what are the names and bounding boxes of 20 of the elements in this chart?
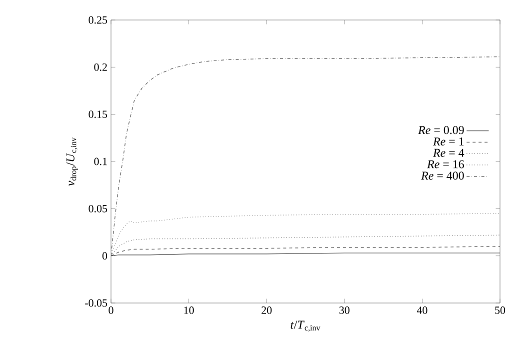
y-tick-label: 0.15 [88,110,108,118]
x-tick-label: 40 [416,306,428,314]
y-tick-label: 0.2 [94,63,107,71]
legend-label: Re = 0.09 [418,126,464,134]
legend-label: Re = 1 [432,138,464,146]
legend-label: Re = 16 [426,160,464,168]
x-axis-title: t/T$_{c,inv}$ [290,320,320,332]
y-tick-label: 0.05 [88,204,108,212]
y-tick-label: -0.05 [85,299,108,307]
x-tick-label: 10 [184,306,194,314]
y-axis-title: v$_{drop}$/U$_{c,inv}$ [66,137,78,186]
y-tick-label: 0.25 [88,16,108,24]
y-tick-label: 0 [102,252,108,260]
y-tick-label: 0.1 [94,158,107,166]
legend-label: Re = 4 [432,148,464,157]
x-tick-label: 20 [262,306,272,314]
x-tick-label: 0 [108,306,114,314]
legend-label: Re = 400 [421,172,464,180]
x-tick-label: 50 [495,306,506,314]
x-tick-label: 30 [339,306,350,314]
